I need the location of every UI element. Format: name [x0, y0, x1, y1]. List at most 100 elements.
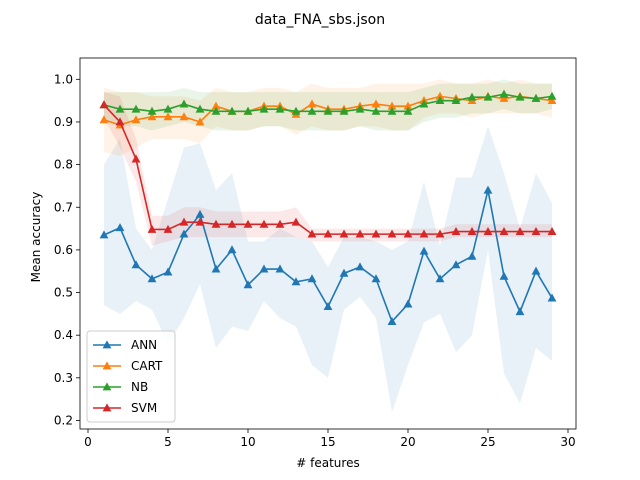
svm-point [211, 219, 221, 228]
svm-point [195, 217, 205, 226]
nb-point [179, 99, 189, 108]
legend-item-svm: SVM [93, 401, 157, 415]
cart-point [131, 115, 141, 124]
y-axis-ticks: 0.2 0.3 0.4 0.5 0.6 0.7 0.8 0.9 1.0 [54, 72, 80, 427]
nb-point [547, 91, 557, 100]
legend-swatch-marker [102, 382, 112, 391]
ann-point [451, 260, 461, 269]
x-axis-ticks: 0 5 10 15 20 25 30 [84, 429, 576, 449]
ann-point [547, 293, 557, 302]
svm-point [99, 100, 109, 109]
axes: 0 5 10 15 20 25 30 0.2 0.3 0.4 0.5 0.6 0.7 0.8 0.9 1.0 [54, 57, 577, 449]
ann-point [387, 316, 397, 325]
ann-point [419, 246, 429, 255]
svm-point [547, 226, 557, 235]
x-tick-label: 0 [84, 435, 92, 449]
ann-point [291, 277, 301, 286]
cart-point [403, 101, 413, 110]
svm-point [515, 226, 525, 235]
nb-point [435, 96, 445, 105]
cart-point [547, 96, 557, 105]
chart-title: data_FNA_sbs.json [255, 12, 385, 28]
cart-point [163, 112, 173, 121]
nb-point [227, 106, 237, 115]
cart-point [371, 99, 381, 108]
ann-point [339, 268, 349, 277]
svm-series [99, 100, 557, 238]
cart-point [499, 93, 509, 102]
svm-point [403, 229, 413, 238]
x-tick-label: 20 [400, 435, 415, 449]
nb-point [163, 104, 173, 113]
legend-swatch-marker [102, 340, 112, 349]
y-tick-label: 0.7 [54, 200, 73, 214]
nb-point [291, 106, 301, 115]
cart-point [195, 117, 205, 126]
ann-series [99, 185, 557, 325]
nb-point [355, 104, 365, 113]
ann-point [99, 230, 109, 239]
nb-series [99, 89, 557, 115]
ann-point [275, 264, 285, 273]
ann-point [403, 299, 413, 308]
svm-point [339, 229, 349, 238]
nb-point [323, 106, 333, 115]
x-tick-label: 25 [480, 435, 495, 449]
cart-point [307, 99, 317, 108]
cart-point [211, 101, 221, 110]
x-tick-label: 30 [560, 435, 575, 449]
nb-point [451, 96, 461, 105]
svm-band [104, 92, 552, 246]
ann-point [307, 274, 317, 283]
ann-point [531, 266, 541, 275]
nb-point [419, 99, 429, 108]
legend-label: SVM [131, 401, 157, 415]
svm-point [531, 226, 541, 235]
y-tick-label: 0.2 [54, 413, 73, 427]
nb-point [131, 104, 141, 113]
legend-label: ANN [131, 338, 157, 352]
ann-point [147, 274, 157, 283]
nb-point [499, 89, 509, 98]
ann-point [195, 209, 205, 218]
y-tick-label: 0.4 [54, 328, 73, 342]
legend-item-cart: CART [93, 359, 163, 373]
ann-point [515, 307, 525, 316]
ann-point [323, 302, 333, 311]
svm-point [323, 229, 333, 238]
nb-point [243, 106, 253, 115]
svm-point [387, 229, 397, 238]
y-axis-label: Mean accuracy [29, 192, 43, 283]
ann-point [499, 271, 509, 280]
ann-point [371, 274, 381, 283]
legend-item-ann: ANN [93, 338, 157, 352]
nb-point [467, 92, 477, 101]
svm-point [275, 219, 285, 228]
nb-point [339, 106, 349, 115]
nb-point [115, 104, 125, 113]
y-tick-label: 0.9 [54, 115, 73, 129]
legend-label: NB [131, 380, 148, 394]
x-axis-label: # features [296, 456, 359, 470]
cart-point [179, 112, 189, 121]
ann-point [435, 274, 445, 283]
nb-point [259, 104, 269, 113]
ann-point [259, 264, 269, 273]
svm-point [451, 226, 461, 235]
nb-point [531, 93, 541, 102]
ann-point [211, 264, 221, 273]
cart-point [99, 115, 109, 124]
nb-point [483, 92, 493, 101]
x-tick-label: 15 [320, 435, 335, 449]
svm-point [115, 117, 125, 126]
legend-swatch-marker [102, 403, 112, 412]
x-tick-label: 5 [164, 435, 172, 449]
legend-box [86, 330, 176, 423]
series-lines [99, 89, 557, 325]
nb-point [195, 104, 205, 113]
svm-point [371, 229, 381, 238]
svm-point [163, 224, 173, 233]
legend-item-nb: NB [93, 380, 148, 394]
ann-point [179, 229, 189, 238]
ann-point [467, 251, 477, 260]
